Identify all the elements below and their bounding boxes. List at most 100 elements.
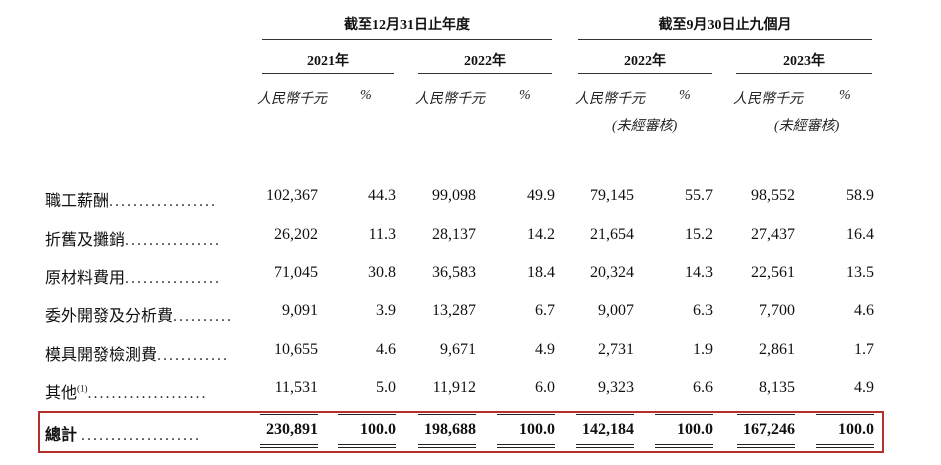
total-percent: 100.0 bbox=[838, 421, 874, 438]
cell-percent: 44.3 bbox=[368, 187, 396, 204]
subtotal-rule bbox=[737, 414, 795, 415]
leader-dots: ................ bbox=[125, 232, 222, 249]
cell-percent: 16.4 bbox=[846, 226, 874, 243]
group-rule-1 bbox=[262, 39, 552, 40]
cell-amount: 9,007 bbox=[598, 302, 634, 319]
unaudited-note-1: (未經審核) bbox=[612, 119, 678, 134]
total-percent: 100.0 bbox=[677, 421, 713, 438]
cell-amount: 36,583 bbox=[432, 264, 476, 281]
cell-percent: 49.9 bbox=[527, 187, 555, 204]
unit-rmb-2: 人民幣千元 bbox=[415, 92, 485, 107]
unit-pct-1: % bbox=[360, 88, 372, 103]
total-double-underline bbox=[576, 447, 634, 448]
total-double-underline bbox=[816, 447, 874, 448]
cell-percent: 13.5 bbox=[846, 264, 874, 281]
cell-amount: 10,655 bbox=[274, 341, 318, 358]
unit-rmb-1: 人民幣千元 bbox=[257, 92, 327, 107]
unit-rmb-3: 人民幣千元 bbox=[575, 92, 645, 107]
cell-amount: 26,202 bbox=[274, 226, 318, 243]
cell-amount: 22,561 bbox=[751, 264, 795, 281]
cell-amount: 21,654 bbox=[590, 226, 634, 243]
total-amount: 167,246 bbox=[743, 421, 795, 438]
cell-amount: 9,671 bbox=[440, 341, 476, 358]
total-row-highlight bbox=[38, 411, 884, 453]
cell-percent: 4.9 bbox=[535, 341, 555, 358]
cell-percent: 6.7 bbox=[535, 302, 555, 319]
cell-amount: 20,324 bbox=[590, 264, 634, 281]
cell-amount: 102,367 bbox=[266, 187, 318, 204]
unaudited-note-2: (未經審核) bbox=[774, 119, 840, 134]
leader-dots: ............ bbox=[157, 347, 230, 364]
year-header-2022-b: 2022年 bbox=[624, 54, 666, 69]
cell-percent: 15.2 bbox=[685, 226, 713, 243]
cell-amount: 28,137 bbox=[432, 226, 476, 243]
row-label-text: 職工薪酬 bbox=[45, 193, 110, 210]
year-rule-3 bbox=[578, 73, 712, 74]
total-double-underline bbox=[418, 444, 476, 445]
cell-percent: 14.3 bbox=[685, 264, 713, 281]
total-percent: 100.0 bbox=[519, 421, 555, 438]
cell-amount: 2,861 bbox=[759, 341, 795, 358]
cell-amount: 98,552 bbox=[751, 187, 795, 204]
cell-percent: 6.0 bbox=[535, 379, 555, 396]
cell-amount: 27,437 bbox=[751, 226, 795, 243]
cell-amount: 13,287 bbox=[432, 302, 476, 319]
subtotal-rule bbox=[497, 414, 555, 415]
cell-amount: 11,912 bbox=[432, 379, 476, 396]
cell-percent: 55.7 bbox=[685, 187, 713, 204]
total-amount: 198,688 bbox=[424, 421, 476, 438]
total-double-underline bbox=[576, 444, 634, 445]
unit-pct-4: % bbox=[839, 88, 851, 103]
total-amount: 230,891 bbox=[266, 421, 318, 438]
total-label-text: 總計 bbox=[45, 427, 78, 444]
total-leader-dots: .................... bbox=[81, 427, 202, 444]
row-label: 模具開發檢測費............ bbox=[45, 341, 229, 365]
subtotal-rule bbox=[418, 414, 476, 415]
unit-pct-3: % bbox=[679, 88, 691, 103]
cell-amount: 71,045 bbox=[274, 264, 318, 281]
total-double-underline bbox=[418, 447, 476, 448]
leader-dots: .................. bbox=[109, 193, 218, 210]
cell-percent: 4.6 bbox=[376, 341, 396, 358]
total-double-underline bbox=[816, 444, 874, 445]
cell-percent: 11.3 bbox=[368, 226, 396, 243]
year-header-2022-a: 2022年 bbox=[464, 54, 506, 69]
group-rule-2 bbox=[578, 39, 872, 40]
footnote-marker: (1) bbox=[77, 383, 88, 394]
cell-percent: 4.9 bbox=[854, 379, 874, 396]
cell-percent: 5.0 bbox=[376, 379, 396, 396]
row-label-text: 其他 bbox=[45, 385, 78, 402]
cell-percent: 30.8 bbox=[368, 264, 396, 281]
leader-dots: .................... bbox=[87, 385, 208, 402]
total-double-underline bbox=[737, 444, 795, 445]
year-header-2023: 2023年 bbox=[783, 54, 825, 69]
cell-percent: 1.9 bbox=[693, 341, 713, 358]
row-label-text: 原材料費用 bbox=[45, 270, 126, 287]
unit-pct-2: % bbox=[519, 88, 531, 103]
row-label: 折舊及攤銷................ bbox=[45, 226, 221, 250]
cell-percent: 58.9 bbox=[846, 187, 874, 204]
unit-rmb-4: 人民幣千元 bbox=[733, 92, 803, 107]
subtotal-rule bbox=[260, 414, 318, 415]
leader-dots: .......... bbox=[173, 308, 234, 325]
total-label: 總計 .................... bbox=[45, 421, 201, 445]
subtotal-rule bbox=[816, 414, 874, 415]
total-double-underline bbox=[655, 444, 713, 445]
cell-amount: 7,700 bbox=[759, 302, 795, 319]
total-double-underline bbox=[338, 444, 396, 445]
row-label: 其他(1).................... bbox=[45, 379, 208, 403]
cell-amount: 11,531 bbox=[274, 379, 318, 396]
row-label-text: 委外開發及分析費 bbox=[45, 308, 174, 325]
cell-amount: 9,091 bbox=[282, 302, 318, 319]
year-rule-4 bbox=[736, 73, 872, 74]
year-header-2021: 2021年 bbox=[307, 54, 349, 69]
year-rule-1 bbox=[262, 73, 394, 74]
cell-percent: 3.9 bbox=[376, 302, 396, 319]
cell-percent: 6.6 bbox=[693, 379, 713, 396]
cell-percent: 4.6 bbox=[854, 302, 874, 319]
cell-amount: 9,323 bbox=[598, 379, 634, 396]
cell-percent: 14.2 bbox=[527, 226, 555, 243]
total-percent: 100.0 bbox=[360, 421, 396, 438]
total-double-underline bbox=[497, 447, 555, 448]
row-label: 原材料費用................ bbox=[45, 264, 221, 288]
